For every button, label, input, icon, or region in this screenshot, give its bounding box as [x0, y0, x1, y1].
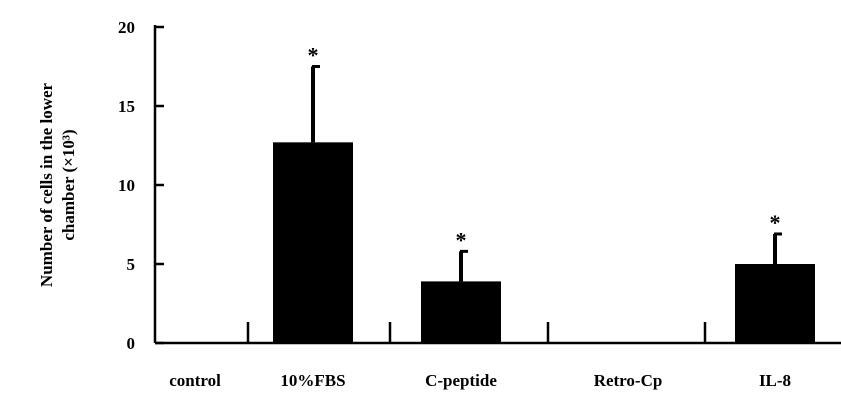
bar — [421, 281, 501, 343]
bar — [273, 142, 353, 343]
significance-mark: * — [770, 210, 781, 235]
y-axis-label-line: Number of cells in the lower — [37, 82, 56, 287]
y-axis-label: Number of cells in the lower chamber (×10… — [37, 82, 78, 287]
x-tick-label: IL-8 — [759, 371, 791, 390]
bar — [735, 264, 815, 343]
y-tick-label: 10 — [118, 176, 135, 195]
significance-mark: * — [308, 43, 319, 68]
y-tick-label: 20 — [118, 18, 135, 37]
y-axis: 0 5 10 15 20 — [118, 18, 164, 353]
y-tick-label: 0 — [127, 334, 136, 353]
y-tick-label: 5 — [127, 255, 136, 274]
significance-mark: * — [456, 227, 467, 252]
x-tick-label: control — [169, 371, 221, 390]
x-tick-label: C-peptide — [425, 371, 497, 390]
bars: * * * — [273, 43, 815, 343]
x-tick-label: 10%FBS — [280, 371, 345, 390]
y-axis-label-line: chamber (×10³) — [59, 129, 78, 240]
x-tick-label: Retro-Cp — [594, 371, 663, 390]
y-tick-label: 15 — [118, 97, 135, 116]
y-axis-label-group: Number of cells in the lower chamber (×10… — [37, 82, 78, 287]
